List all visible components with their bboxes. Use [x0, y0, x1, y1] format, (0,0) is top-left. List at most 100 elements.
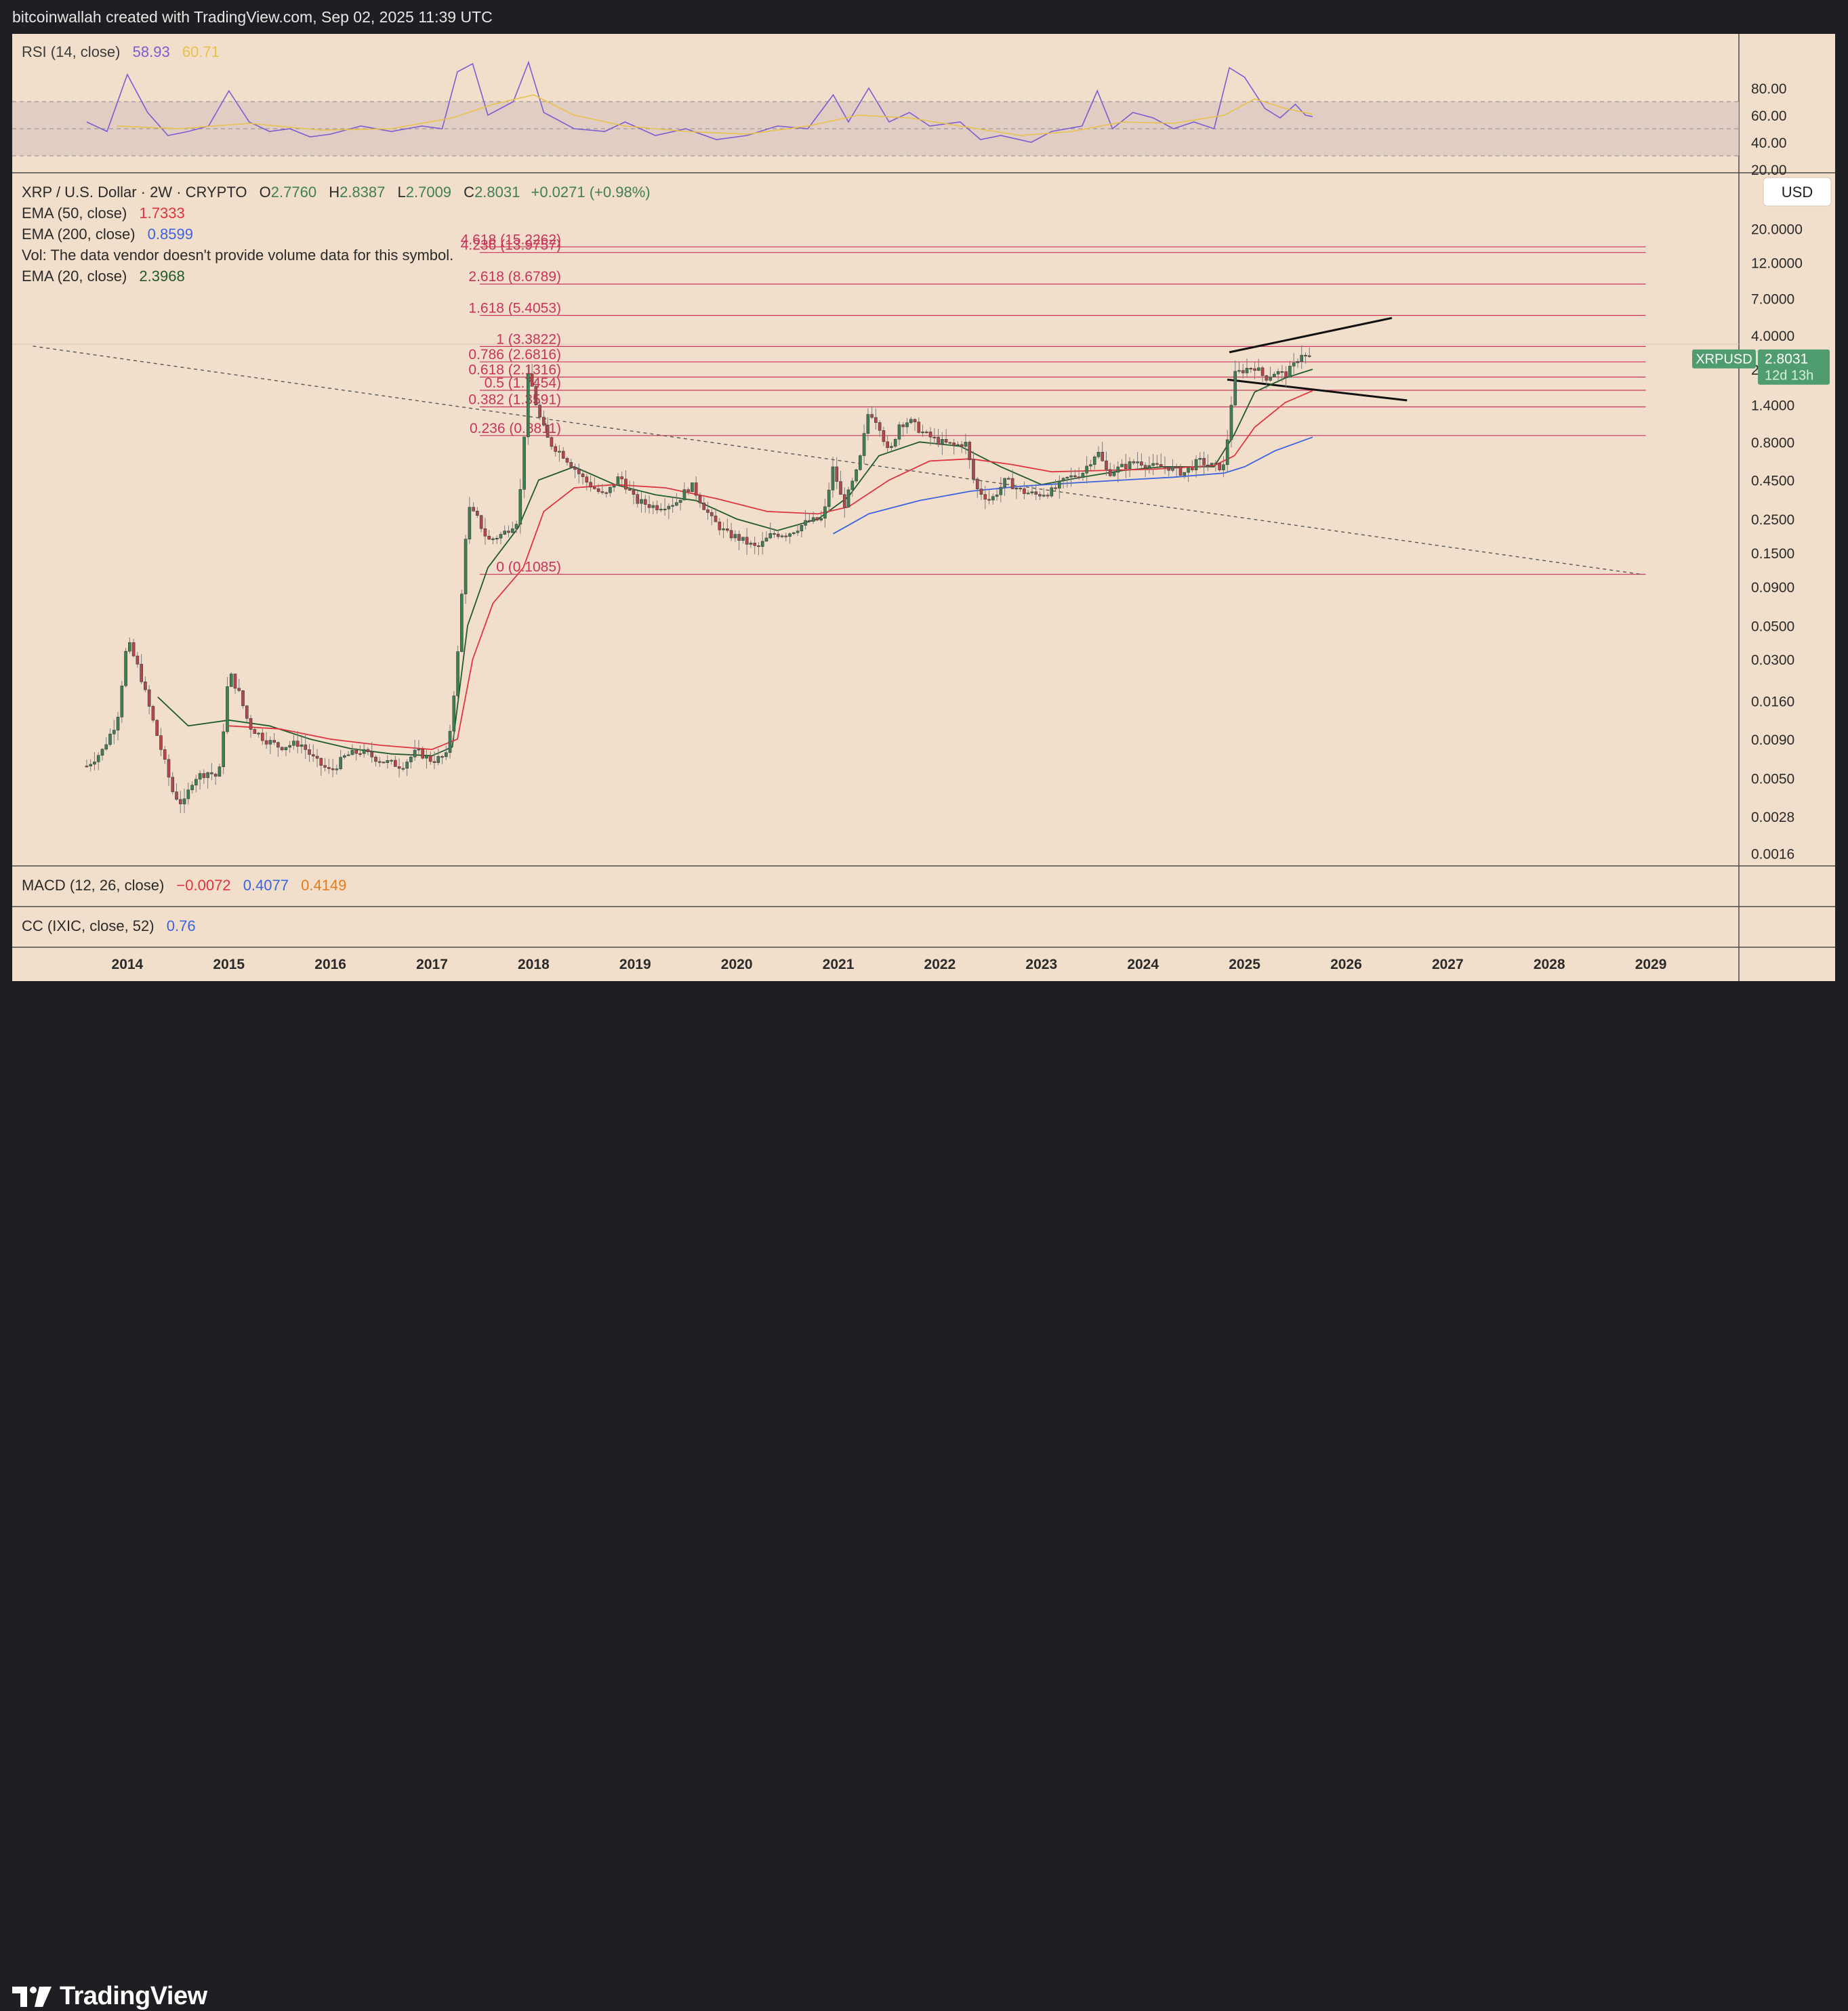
macd-hist-value: −0.0072	[176, 877, 230, 894]
currency-button-bg[interactable]	[1763, 177, 1832, 207]
fib-level-label: 0.236 (0.8811)	[470, 421, 561, 436]
candle-body	[472, 507, 475, 512]
ema200-line	[833, 436, 1313, 535]
price-axis-tick: 1.4000	[1751, 398, 1794, 414]
candle-body	[1222, 464, 1225, 470]
candle-body	[800, 525, 804, 532]
fib-level-label: 0.5 (1.7454)	[485, 375, 561, 391]
cc-legend-name: CC (IXIC, close, 52)	[22, 917, 155, 934]
rsi-legend-name: RSI (14, close)	[22, 43, 121, 60]
candle-body	[428, 755, 432, 762]
candle-body	[284, 747, 288, 751]
symbol-legend[interactable]: XRP / U.S. Dollar · 2W · CRYPTO O2.7760 …	[22, 184, 651, 201]
rsi-panel	[12, 60, 1739, 157]
candle-body	[448, 730, 452, 753]
time-axis-label: 2029	[1635, 957, 1667, 972]
candle-body	[409, 756, 413, 762]
candle-body	[1050, 487, 1054, 497]
candle-body	[941, 439, 944, 445]
candle-body	[249, 718, 253, 730]
candle-body	[147, 689, 151, 707]
candle-body	[436, 756, 440, 763]
candle-body	[245, 705, 249, 719]
candle-body	[417, 749, 421, 751]
candle-body	[893, 438, 897, 447]
candle-body	[749, 543, 753, 545]
ema20-legend[interactable]: EMA (20, close) 2.3968	[22, 268, 185, 285]
ema200-legend[interactable]: EMA (200, close) 0.8599	[22, 226, 193, 243]
candle-body	[1225, 439, 1229, 465]
candle-body	[510, 528, 514, 533]
candle-body	[636, 494, 640, 504]
candle-body	[198, 773, 202, 780]
cc-legend[interactable]: CC (IXIC, close, 52) 0.76	[22, 917, 196, 934]
chart-area[interactable]: 4.618 (15.2262) 4.236 (13.9757) 2.618 (8.6…	[12, 34, 1835, 981]
ema20-line	[157, 369, 1313, 757]
rsi-legend[interactable]: RSI (14, close) 58.93 60.71	[22, 43, 220, 60]
macd-legend[interactable]: MACD (12, 26, close) −0.0072 0.4077 0.41…	[22, 877, 346, 894]
candle-body	[264, 740, 268, 745]
candle-body	[413, 749, 417, 758]
candle-body	[343, 755, 346, 758]
currency-button-label[interactable]: USD	[1782, 184, 1813, 201]
candle-body	[518, 489, 522, 525]
candle-body	[308, 749, 311, 755]
candle-body	[647, 504, 651, 508]
candle-body	[1256, 367, 1260, 371]
candle-body	[1046, 495, 1050, 497]
candle-body	[1245, 368, 1249, 373]
candle-body	[377, 761, 382, 763]
candle-body	[760, 541, 764, 547]
rsi-axis-tick: 20.00	[1751, 163, 1787, 178]
candle-body	[577, 469, 581, 474]
candle-body	[1120, 463, 1124, 468]
candle-body	[643, 499, 647, 505]
candle-body	[397, 766, 401, 769]
candle-body	[319, 758, 323, 766]
candle-body	[968, 442, 972, 461]
candle-body	[1233, 371, 1237, 406]
candle-body	[358, 753, 362, 755]
price-tag-symbol-bg	[1692, 349, 1756, 369]
candle-body	[882, 430, 886, 442]
candle-body	[796, 531, 800, 533]
tradingview-logo[interactable]: TradingView	[12, 1982, 207, 2011]
candle-body	[487, 535, 491, 540]
candle-body	[522, 436, 526, 490]
candle-body	[182, 798, 186, 804]
candle-body	[136, 655, 140, 665]
candle-body	[835, 466, 839, 482]
candle-body	[839, 481, 842, 495]
candle-body	[1101, 452, 1105, 461]
ema50-legend[interactable]: EMA (50, close) 1.7333	[22, 205, 185, 222]
candle-body	[675, 502, 678, 506]
candle-body	[268, 740, 272, 745]
price-axis-tick: 0.0050	[1751, 771, 1794, 787]
time-axis-label: 2019	[619, 957, 651, 972]
candle-body	[780, 535, 784, 537]
candle-body	[917, 421, 921, 433]
candle-body	[1128, 461, 1132, 470]
candle-body	[323, 765, 327, 768]
currency-button[interactable]: USD	[1763, 177, 1832, 207]
main-legend[interactable]: XRP / U.S. Dollar · 2W · CRYPTO O2.7760 …	[22, 184, 651, 285]
candle-body	[456, 651, 459, 697]
candle-body	[659, 509, 663, 511]
price-axis-tick: 0.1500	[1751, 546, 1794, 562]
candle-body	[1096, 452, 1101, 457]
candle-body	[194, 779, 198, 786]
candle-body	[280, 747, 284, 751]
candle-body	[499, 534, 503, 539]
volume-note: Vol: The data vendor doesn't provide vol…	[22, 247, 453, 264]
candle-body	[1054, 487, 1057, 489]
chart-svg[interactable]: 4.618 (15.2262)4.236 (13.9757) 2.618 (8.6…	[12, 34, 1835, 981]
candle-body	[479, 515, 483, 529]
fib-level-label: 4.236 (13.9757)	[461, 238, 561, 253]
tradingview-logo-text: TradingView	[60, 1982, 207, 2010]
candle-body	[144, 681, 147, 690]
candle-body	[964, 442, 968, 447]
candle-body	[1260, 367, 1265, 376]
candles	[85, 345, 1311, 814]
open-value: 2.7760	[271, 184, 316, 201]
candle-body	[1237, 370, 1241, 372]
